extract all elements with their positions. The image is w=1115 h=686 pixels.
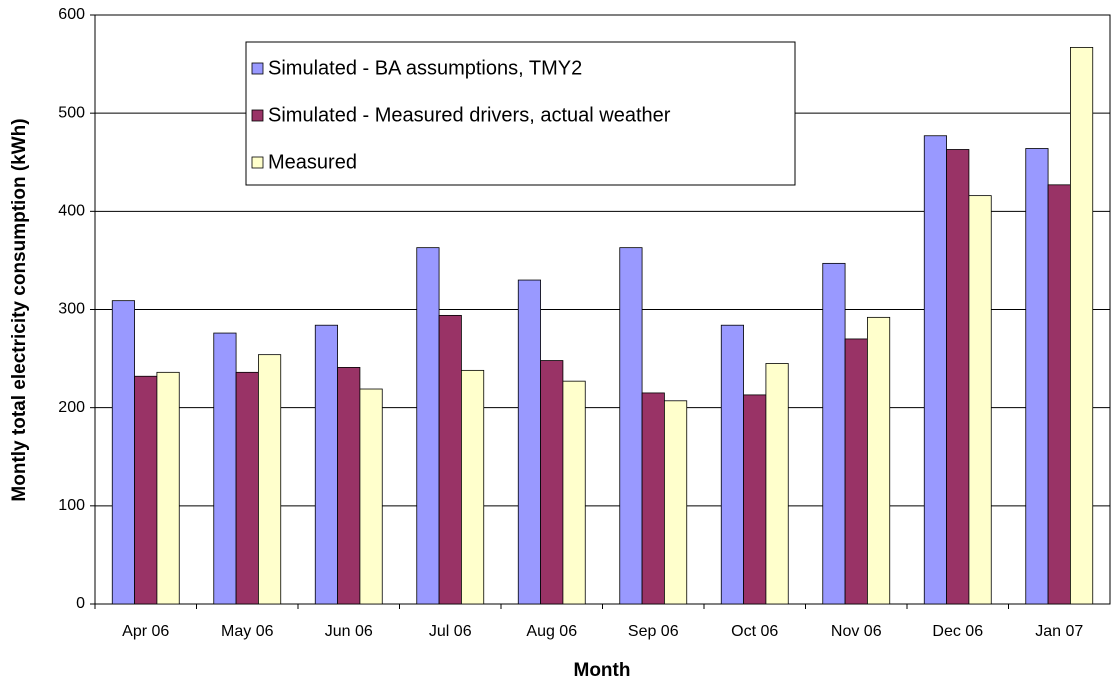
bar [664, 400, 688, 605]
legend-box [245, 41, 796, 186]
x-tick-label: Jan 07 [1035, 623, 1083, 640]
bar [1025, 148, 1049, 605]
bar [562, 380, 586, 605]
x-axis-title: Month [574, 660, 631, 681]
bar [416, 247, 440, 605]
x-tick-label: Nov 06 [831, 623, 882, 640]
bar [968, 195, 992, 605]
bar [867, 316, 891, 605]
bar [1047, 184, 1071, 605]
bar [359, 388, 383, 605]
y-tick-label: 0 [76, 595, 85, 612]
legend-swatch [251, 109, 264, 122]
bar [923, 135, 947, 605]
bar [111, 300, 135, 605]
bar [1070, 46, 1094, 605]
bar [438, 314, 462, 605]
bar [540, 360, 564, 605]
y-tick-label: 200 [58, 399, 85, 416]
bar [641, 392, 665, 605]
bar [765, 363, 789, 605]
bar [314, 324, 338, 605]
y-tick-label: 400 [58, 203, 85, 220]
x-tick-label: Aug 06 [526, 623, 577, 640]
y-axis-title: Montly total electricity consumption (kW… [9, 118, 30, 501]
bar [743, 394, 767, 605]
x-tick-label: Oct 06 [731, 623, 778, 640]
bar [946, 149, 970, 605]
bar [134, 375, 158, 605]
bar [720, 324, 744, 605]
y-tick-label: 100 [58, 497, 85, 514]
x-tick-label: Sep 06 [628, 623, 679, 640]
bar [235, 371, 259, 605]
bar [517, 279, 541, 605]
legend-label: Measured [268, 151, 357, 173]
y-tick-label: 300 [58, 301, 85, 318]
x-tick-label: Jun 06 [325, 623, 373, 640]
x-tick-label: May 06 [221, 623, 274, 640]
bar [461, 369, 485, 605]
bar [822, 262, 846, 605]
y-tick-label: 500 [58, 104, 85, 121]
x-tick-label: Jul 06 [429, 623, 472, 640]
bar [258, 354, 282, 605]
legend-label: Simulated - BA assumptions, TMY2 [268, 57, 582, 79]
bar [844, 338, 868, 605]
legend-swatch [251, 156, 264, 169]
bar [213, 332, 237, 605]
x-tick-label: Apr 06 [122, 623, 169, 640]
bar [619, 247, 643, 605]
bar [156, 371, 180, 605]
x-tick-label: Dec 06 [932, 623, 983, 640]
y-tick-label: 600 [58, 6, 85, 23]
legend-swatch [251, 62, 264, 75]
bar [337, 367, 361, 605]
legend-label: Simulated - Measured drivers, actual wea… [268, 104, 671, 126]
